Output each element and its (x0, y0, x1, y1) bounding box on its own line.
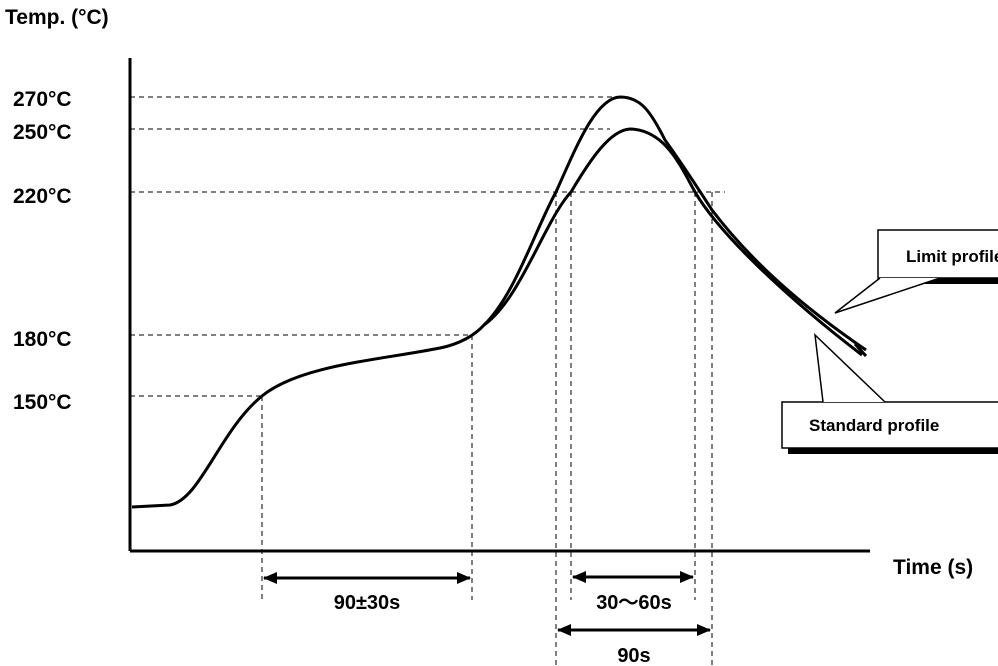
standard-callout-box (781, 401, 998, 449)
y-tick-250: 250°C (13, 121, 72, 144)
y-tick-220: 220°C (13, 185, 72, 208)
y-axis-label: Temp. (°C) (5, 6, 109, 29)
limit-profile-label: Limit profile (906, 247, 998, 266)
limit-profile-curve (482, 95, 867, 352)
limit-callout-pointer (834, 277, 941, 314)
standard-profile-curve (131, 127, 863, 509)
total-time-label: 90s (617, 645, 650, 666)
standard-callout-pointer (814, 333, 886, 403)
y-tick-270: 270°C (13, 88, 72, 111)
curve-end-tick (853, 342, 868, 358)
x-axis-label: Time (s) (893, 556, 973, 579)
limit-callout-box (877, 229, 998, 279)
y-tick-180: 180°C (13, 328, 72, 351)
y-tick-150: 150°C (13, 391, 72, 414)
preheat-label: 90±30s (334, 592, 401, 614)
standard-profile-label: Standard profile (809, 416, 939, 435)
above220-label: 30～60s (596, 592, 672, 614)
